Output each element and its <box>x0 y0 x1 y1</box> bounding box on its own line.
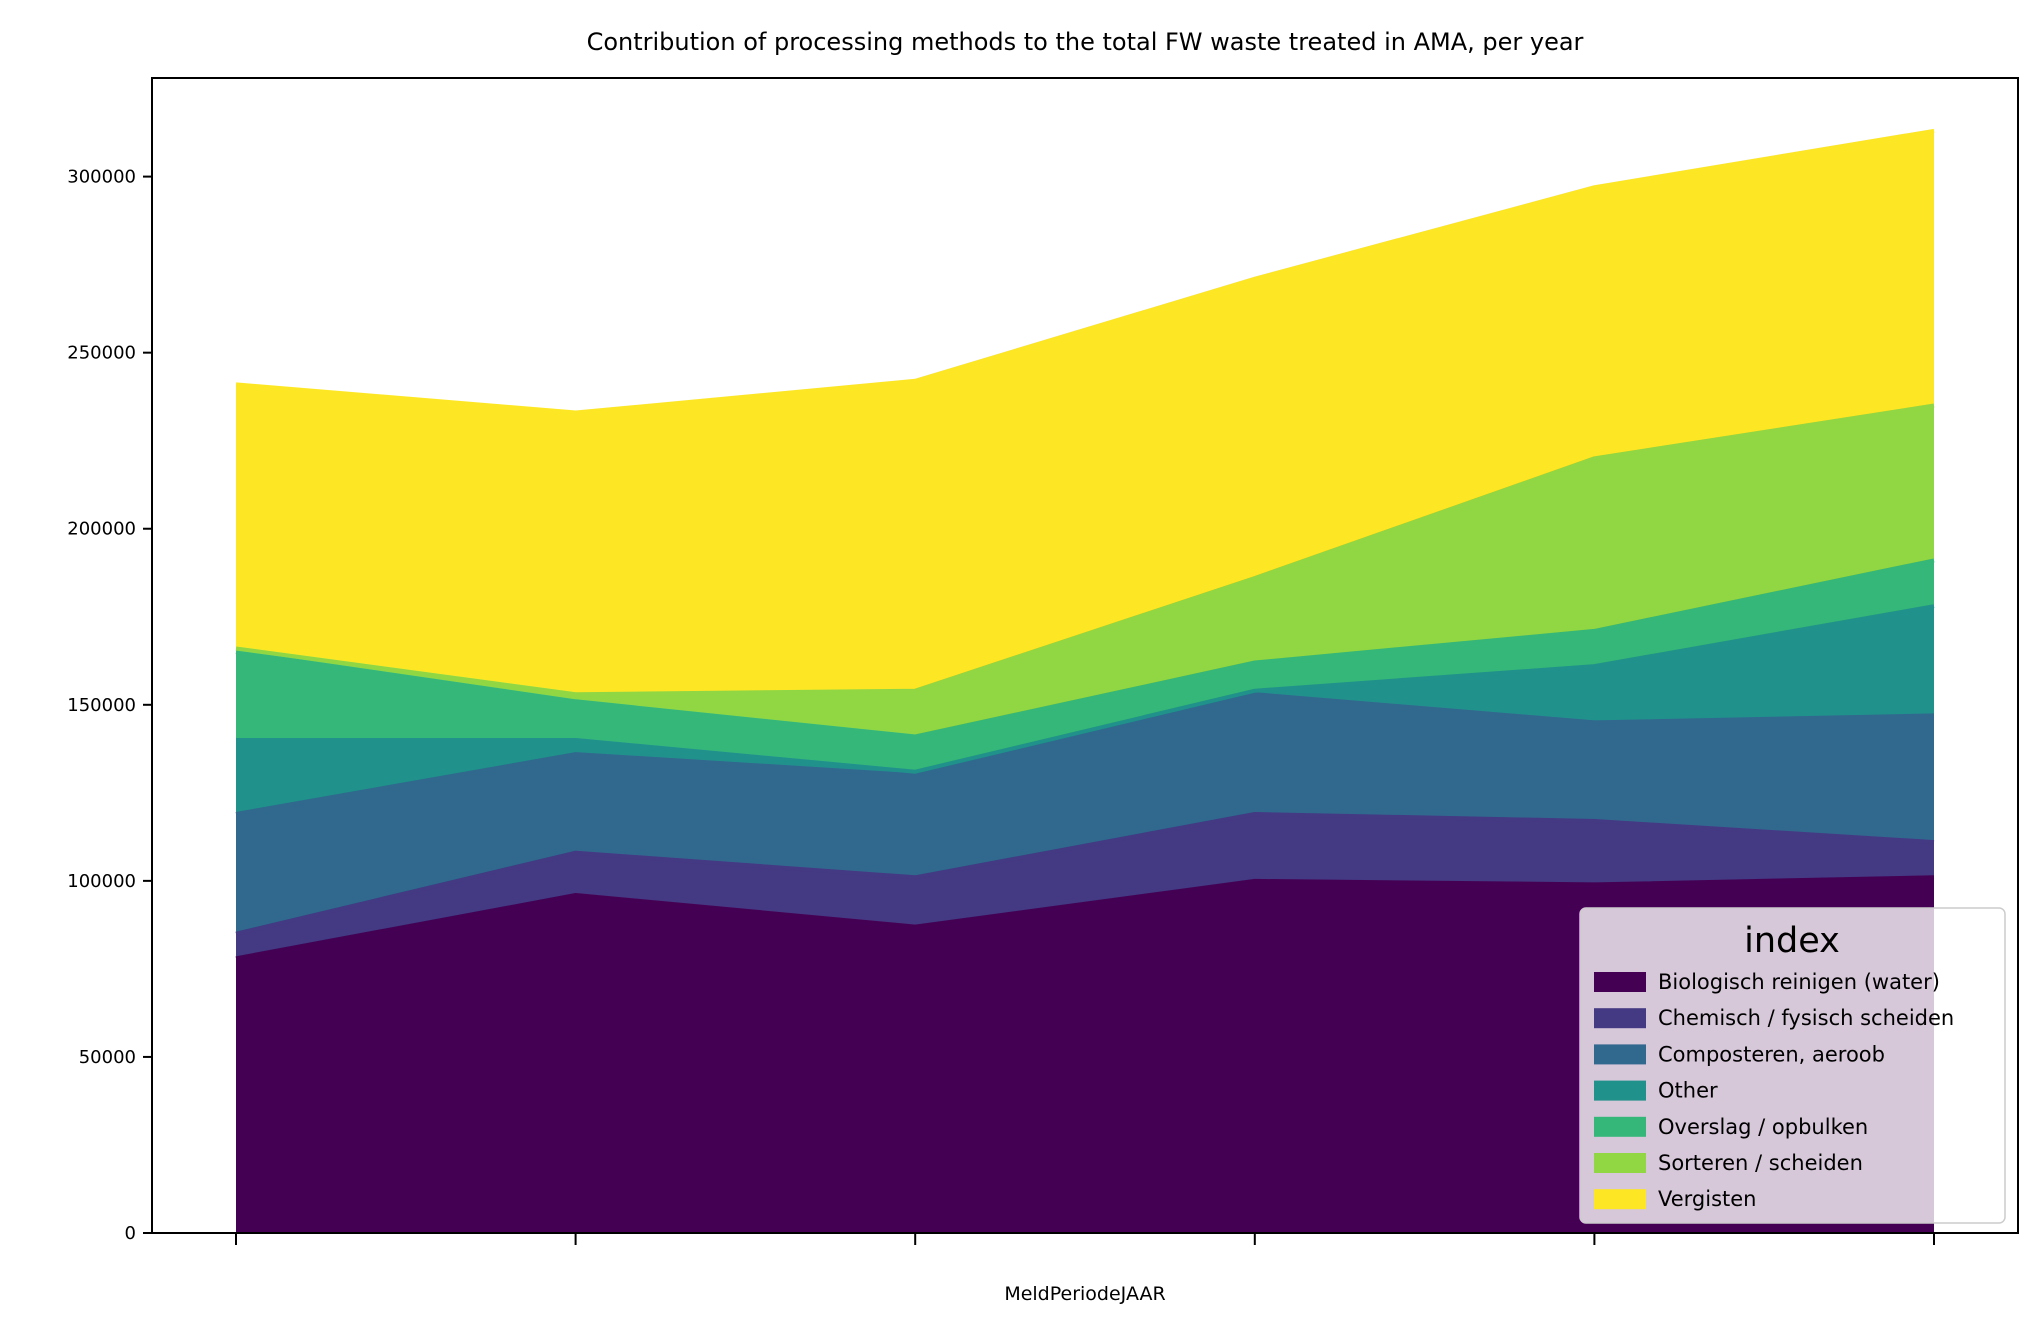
legend-swatch-0 <box>1594 972 1646 992</box>
area-edge-6 <box>235 128 1935 415</box>
legend-swatch-3 <box>1594 1080 1646 1101</box>
area-edge-2 <box>235 692 1935 816</box>
y-tick-label-0: 0 <box>125 1223 136 1244</box>
area-edge-5 <box>235 403 1935 697</box>
legend-box <box>1579 907 2006 1224</box>
y-tick-label-6: 300000 <box>67 167 136 188</box>
y-tick-label-3: 150000 <box>67 695 136 716</box>
legend-swatch-1 <box>1594 1008 1646 1029</box>
area-edge-1 <box>235 812 1935 936</box>
chart-title: Contribution of processing methods to th… <box>587 28 1584 56</box>
x-axis <box>235 1233 1935 1245</box>
area-edge-4 <box>235 558 1935 739</box>
x-axis-label: MeldPeriodeJAAR <box>1004 1283 1165 1305</box>
legend-label-6: Vergisten <box>1658 1187 1757 1211</box>
legend-swatch-6 <box>1594 1189 1646 1210</box>
area-series-3 <box>236 606 1934 814</box>
area-series-2 <box>236 694 1934 934</box>
y-tick-label-2: 100000 <box>67 871 136 892</box>
legend-label-3: Other <box>1658 1079 1718 1103</box>
y-tick-label-5: 250000 <box>67 343 136 364</box>
legend-label-4: Overslag / opbulken <box>1658 1115 1868 1139</box>
legend-swatch-5 <box>1594 1153 1646 1173</box>
legend-label-2: Composteren, aeroob <box>1658 1042 1885 1066</box>
legend-label-0: Biologisch reinigen (water) <box>1658 970 1940 994</box>
area-series-6 <box>236 130 1934 695</box>
legend: index Biologisch reinigen (water) Chemisc… <box>1579 907 2006 1224</box>
legend-swatch-2 <box>1594 1044 1646 1065</box>
area-series-1 <box>236 814 1934 959</box>
area-series-0 <box>236 877 1934 1233</box>
y-axis: 0 50000 100000 150000 200000 250000 300000 <box>67 167 152 1244</box>
stacked-areas <box>236 130 1934 1233</box>
legend-label-1: Chemisch / fysisch scheiden <box>1658 1006 1954 1030</box>
area-edge-3 <box>236 604 1935 774</box>
legend-items: Biologisch reinigen (water) Chemisch / fy… <box>1594 970 1954 1211</box>
y-tick-label-1: 50000 <box>79 1047 136 1068</box>
legend-title: index <box>1744 921 1840 961</box>
y-tick-label-4: 200000 <box>67 519 136 540</box>
area-edge-0 <box>235 875 1935 961</box>
legend-swatch-4 <box>1594 1116 1646 1137</box>
plot-frame <box>151 77 2019 1234</box>
area-series-4 <box>236 560 1934 772</box>
series-edges <box>235 128 1935 961</box>
legend-label-5: Sorteren / scheiden <box>1658 1151 1863 1175</box>
